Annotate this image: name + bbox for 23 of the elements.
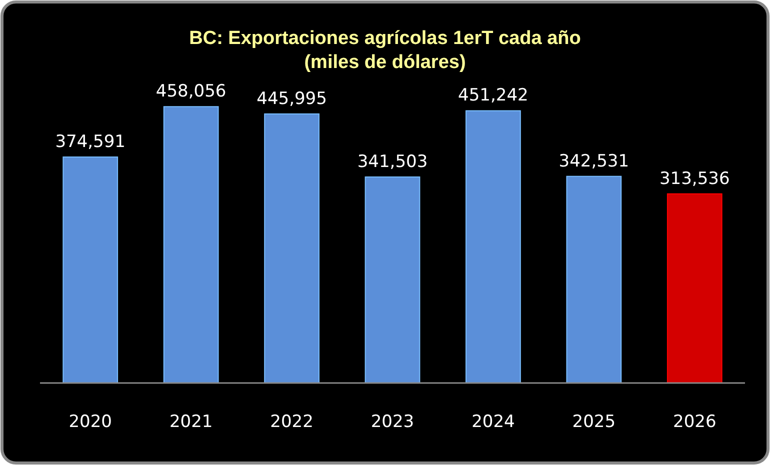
x-tick-label: 2026 <box>673 412 716 432</box>
bar <box>466 110 521 384</box>
bar <box>566 176 622 384</box>
data-label: 374,591 <box>55 132 126 152</box>
data-label: 342,531 <box>558 151 630 172</box>
x-tick-label: 2023 <box>370 412 414 432</box>
x-tick-label: 2022 <box>270 412 314 432</box>
x-tick-label: 2021 <box>169 412 213 432</box>
chart-subtitle: (miles de dólares) <box>304 52 466 73</box>
data-label: 313,536 <box>659 168 730 189</box>
bar <box>62 156 118 384</box>
data-label: 458,056 <box>156 82 226 102</box>
data-label: 451,242 <box>458 86 528 106</box>
x-tick-label: 2020 <box>68 412 112 432</box>
x-tick-label: 2024 <box>472 412 515 432</box>
data-label: 445,995 <box>256 88 327 109</box>
bar <box>163 106 219 384</box>
bar <box>364 176 420 384</box>
bar <box>264 113 320 384</box>
data-label: 341,503 <box>357 152 428 172</box>
x-tick-label: 2025 <box>572 412 616 432</box>
bar <box>666 193 722 384</box>
chart-title: BC: Exportaciones agrícolas 1erT cada año <box>189 28 581 49</box>
